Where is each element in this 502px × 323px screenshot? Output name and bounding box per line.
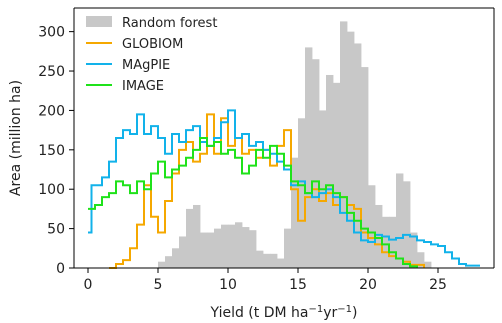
legend-magpie-label: MAgPIE (122, 58, 170, 73)
y-tick-label: 150 (38, 143, 65, 159)
random-forest-bar (305, 47, 313, 268)
y-tick-label: 200 (38, 103, 65, 119)
random-forest-bar (179, 236, 187, 268)
random-forest-bar (165, 256, 173, 268)
random-forest-bar (403, 181, 411, 268)
random-forest-bar (389, 216, 397, 268)
x-tick-label: 20 (359, 277, 377, 293)
random-forest-bar (256, 250, 264, 268)
random-forest-bar (340, 21, 348, 268)
y-tick-label: 300 (38, 25, 65, 41)
random-forest-bar (235, 222, 243, 268)
random-forest-bar (277, 258, 285, 268)
model-step-lines (88, 109, 480, 269)
random-forest-bar (172, 248, 180, 268)
random-forest-bar (284, 228, 292, 268)
random-forest-bar (333, 82, 341, 268)
y-tick-label: 50 (47, 222, 65, 238)
random-forest-bar (186, 208, 194, 268)
random-forest-bar (396, 173, 404, 268)
random-forest-bar (361, 67, 369, 268)
y-tick-label: 100 (38, 182, 65, 198)
random-forest-bar (242, 227, 250, 268)
random-forest-bar (228, 224, 236, 268)
x-tick-label: 5 (154, 277, 163, 293)
random-forest-bar (368, 185, 376, 268)
random-forest-bar (298, 118, 306, 268)
legend-random-forest-label: Random forest (122, 16, 217, 31)
random-forest-bar (270, 253, 278, 268)
random-forest-bar (221, 224, 229, 268)
magpie-line (88, 109, 480, 267)
legend-image-label: IMAGE (122, 79, 164, 94)
random-forest-bar (375, 204, 383, 268)
x-axis-label: Yield (t DM ha−1yr−1) (210, 304, 358, 322)
random-forest-bar (312, 59, 320, 269)
legend-globiom-label: GLOBIOM (122, 37, 183, 52)
random-forest-histogram (158, 21, 432, 269)
random-forest-bar (207, 232, 215, 268)
x-ticks: 0 5 10 15 20 25 (84, 268, 447, 293)
random-forest-bar (417, 252, 425, 268)
x-tick-label: 10 (219, 277, 237, 293)
y-tick-label: 0 (56, 261, 65, 277)
x-tick-label: 15 (289, 277, 307, 293)
y-tick-label: 250 (38, 64, 65, 80)
legend: Random forest GLOBIOM MAgPIE IMAGE (86, 16, 217, 94)
random-forest-bar (382, 216, 390, 268)
random-forest-bar (249, 230, 257, 268)
globiom-line (109, 113, 425, 269)
random-forest-bar (410, 232, 418, 268)
random-forest-bar (326, 74, 334, 268)
random-forest-bar (424, 261, 432, 268)
random-forest-bar (158, 261, 166, 268)
y-axis-label: Area (million ha) (8, 80, 24, 196)
axes (73, 7, 495, 269)
image-line (88, 137, 418, 268)
random-forest-bar (193, 204, 201, 268)
random-forest-bar (291, 157, 299, 268)
legend-random-forest-swatch (86, 16, 112, 27)
random-forest-bar (200, 232, 208, 268)
random-forest-bar (214, 228, 222, 268)
x-tick-label: 25 (429, 277, 447, 293)
random-forest-bar (354, 43, 362, 269)
y-ticks: 0 50 100 150 200 250 300 (38, 25, 74, 277)
x-tick-label: 0 (84, 277, 93, 293)
random-forest-bar (347, 31, 355, 268)
random-forest-bar (263, 253, 271, 268)
